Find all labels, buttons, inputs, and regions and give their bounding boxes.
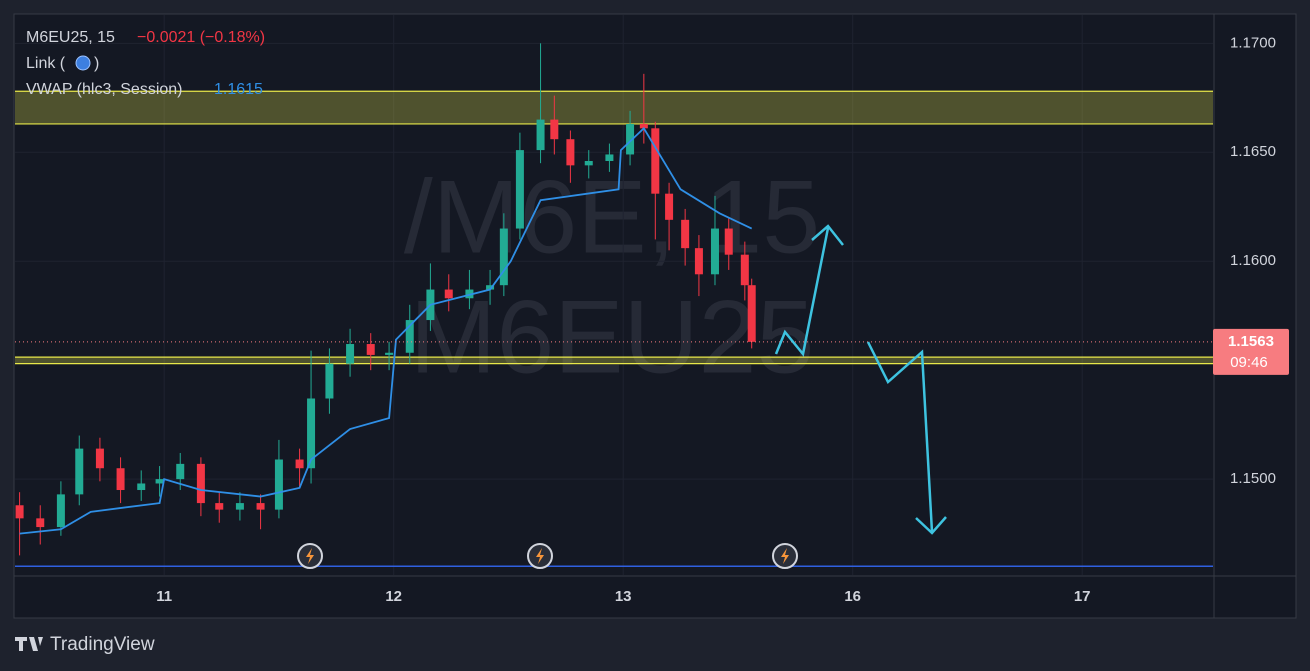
- candle-body: [694, 248, 703, 275]
- event-icon[interactable]: [527, 543, 553, 569]
- candle-body: [137, 483, 146, 491]
- candle-body: [499, 228, 508, 286]
- candle-body: [196, 463, 205, 504]
- candle-body: [681, 219, 690, 249]
- candle-body: [155, 479, 164, 484]
- arrow-head: [811, 224, 844, 246]
- x-tick-label: 12: [385, 588, 402, 605]
- candle-body: [747, 285, 756, 342]
- watermark-line: M6EU25: [410, 279, 815, 395]
- candle-body: [550, 119, 559, 140]
- y-tick-label: 1.1650: [1230, 143, 1276, 160]
- x-tick-label: 16: [844, 588, 861, 605]
- y-tick-label: 1.1600: [1230, 252, 1276, 269]
- candle-body: [366, 344, 375, 355]
- price-zone: [15, 357, 1213, 364]
- event-icon[interactable]: [297, 543, 323, 569]
- candle-body: [536, 119, 545, 151]
- candle-body: [295, 459, 304, 469]
- candle-body: [566, 139, 575, 166]
- candle-body: [639, 123, 648, 129]
- indicator-icon: [75, 55, 91, 71]
- indicator-name: VWAP (hlc3, Session): [26, 81, 183, 98]
- indicator-name: Link (: [26, 55, 66, 72]
- candle-body: [95, 448, 104, 469]
- candle-body: [724, 228, 733, 255]
- axes: 1.1500 1.1600 1.1650 1.1700 11 12 13 16 17 1.1563…: [156, 34, 1289, 605]
- x-tick-label: 13: [615, 588, 632, 605]
- candle-body: [116, 468, 125, 491]
- event-icons: [297, 543, 798, 569]
- candle-body: [325, 363, 334, 399]
- candle-body: [307, 398, 316, 469]
- y-tick-label: 1.1500: [1230, 470, 1276, 487]
- brand-logo: [15, 637, 43, 651]
- legend: M6EU25, 15 −0.0021 (−0.18%) Link ( ) VWA…: [26, 29, 265, 98]
- drawings: [774, 224, 947, 535]
- brand-name: TradingView: [50, 634, 155, 655]
- watermark: /M6E, 15 M6EU25: [404, 159, 820, 395]
- candle-body: [176, 463, 185, 480]
- candle-body: [256, 503, 265, 510]
- countdown-label: 09:46: [1230, 354, 1268, 371]
- y-tick-label: 1.1700: [1230, 34, 1276, 51]
- indicator-value: 1.1615: [214, 81, 263, 98]
- last-price-label: 1.1563: [1228, 333, 1274, 350]
- candle-body: [651, 128, 660, 194]
- candle-body: [215, 503, 224, 510]
- candle-body: [36, 518, 45, 528]
- zones: [15, 90, 1213, 568]
- last-price-box: [1213, 328, 1289, 375]
- x-tick-label: 17: [1074, 588, 1091, 605]
- candle-body: [710, 228, 719, 275]
- candle-body: [235, 503, 244, 510]
- price-change: −0.0021 (−0.18%): [137, 29, 265, 46]
- indicator-name: ): [94, 55, 99, 72]
- arrow-head: [915, 516, 947, 535]
- candle-body: [515, 150, 524, 229]
- watermark-line: /M6E, 15: [404, 159, 820, 275]
- candle-body: [584, 160, 593, 166]
- candle-body: [385, 352, 394, 355]
- event-icon[interactable]: [772, 543, 798, 569]
- vwap-line: [19, 126, 753, 535]
- arrow-drawing: [774, 227, 830, 357]
- candle-body: [56, 494, 65, 528]
- candle-body: [626, 123, 635, 155]
- price-zone: [15, 91, 1213, 124]
- candle-body: [75, 448, 84, 495]
- plot: [15, 43, 1213, 556]
- x-tick-label: 11: [156, 588, 172, 605]
- candle-body: [274, 459, 283, 510]
- brand: TradingView: [15, 634, 155, 655]
- candle-body: [444, 289, 453, 299]
- candle-body: [486, 285, 495, 290]
- candle-body: [405, 320, 414, 353]
- symbol-title: M6EU25, 15: [26, 29, 115, 46]
- candle-body: [740, 254, 749, 286]
- candle-body: [605, 154, 614, 161]
- candle-body: [346, 344, 355, 364]
- candle-body: [15, 505, 24, 519]
- candle-body: [665, 193, 674, 220]
- arrow-drawing: [866, 341, 934, 533]
